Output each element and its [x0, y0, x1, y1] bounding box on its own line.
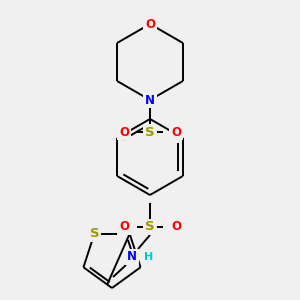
Text: N: N [127, 250, 137, 263]
Text: S: S [145, 125, 155, 139]
Text: O: O [171, 220, 181, 233]
Text: O: O [145, 17, 155, 31]
Text: S: S [90, 227, 99, 240]
Text: O: O [171, 125, 181, 139]
Text: O: O [119, 220, 129, 233]
Text: O: O [119, 125, 129, 139]
Text: H: H [144, 252, 154, 262]
Text: N: N [145, 94, 155, 106]
Text: S: S [145, 220, 155, 233]
